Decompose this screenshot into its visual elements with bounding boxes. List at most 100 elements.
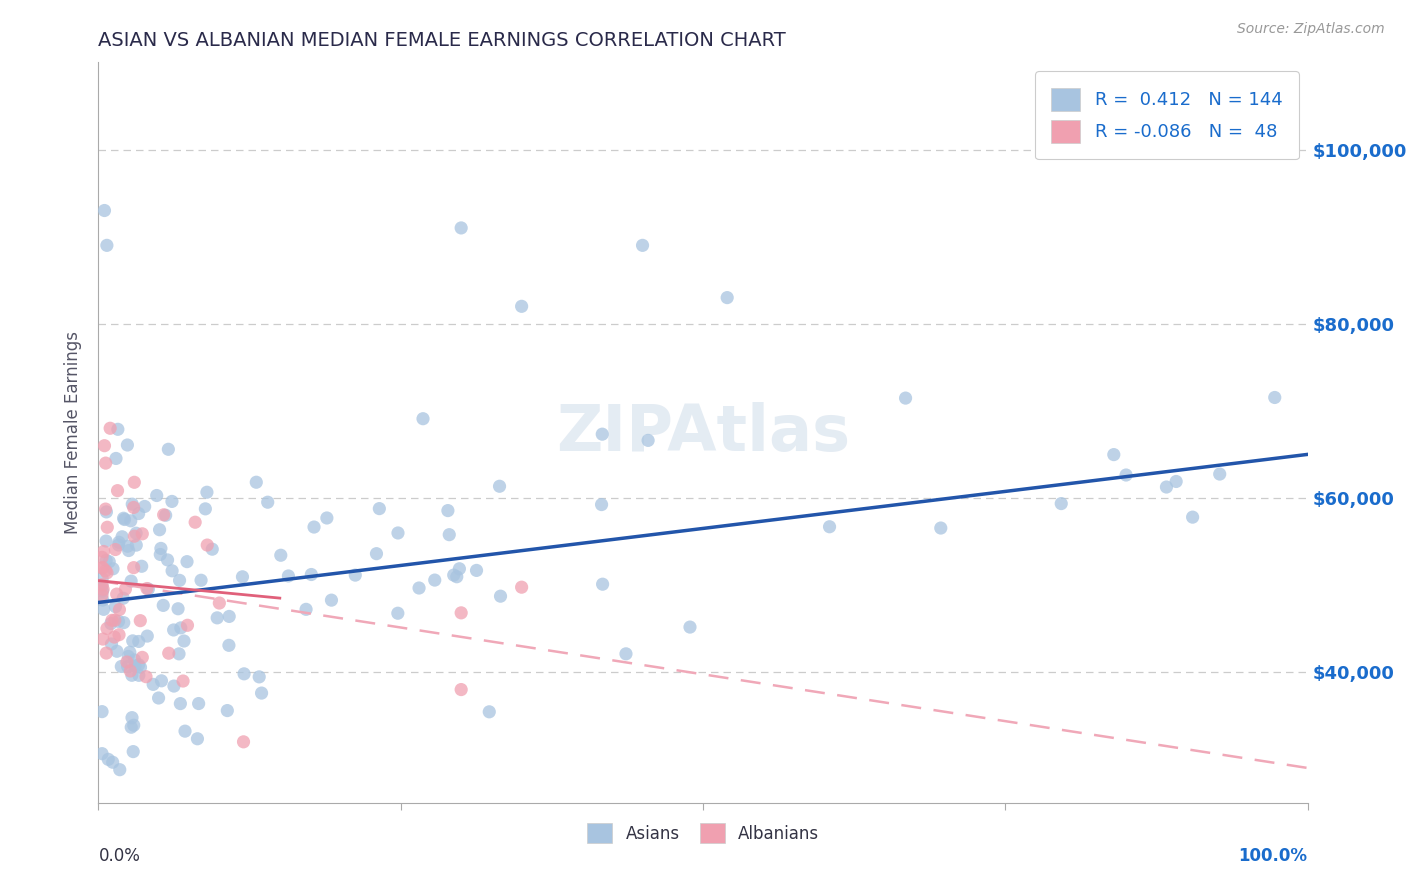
Point — [218, 638, 240, 652]
Point — [122, 718, 145, 732]
Point — [91, 747, 114, 761]
Point — [131, 650, 153, 665]
Point — [121, 497, 143, 511]
Point — [170, 621, 193, 635]
Point — [91, 705, 114, 719]
Point — [115, 655, 138, 669]
Point — [96, 622, 118, 636]
Point — [145, 489, 167, 503]
Point — [108, 602, 131, 616]
Point — [117, 539, 139, 553]
Text: 100.0%: 100.0% — [1239, 847, 1308, 865]
Point — [101, 613, 124, 627]
Point — [510, 580, 533, 594]
Point — [91, 579, 114, 593]
Point — [93, 602, 115, 616]
Point — [94, 534, 117, 549]
Point — [1264, 391, 1286, 405]
Point — [232, 735, 254, 749]
Point — [167, 601, 190, 615]
Point — [93, 544, 115, 558]
Point — [160, 564, 183, 578]
Point — [155, 508, 177, 523]
Point — [120, 574, 142, 588]
Point — [270, 548, 292, 562]
Point — [894, 391, 917, 405]
Y-axis label: Median Female Earnings: Median Female Earnings — [65, 331, 83, 534]
Point — [114, 582, 136, 596]
Point — [101, 562, 124, 576]
Point — [96, 505, 118, 519]
Point — [167, 647, 190, 661]
Point — [245, 475, 267, 490]
Point — [172, 673, 194, 688]
Point — [136, 582, 159, 596]
Point — [107, 538, 129, 552]
Point — [465, 563, 488, 577]
Point — [231, 570, 253, 584]
Point — [679, 620, 702, 634]
Point — [100, 637, 122, 651]
Point — [450, 682, 472, 697]
Point — [1102, 448, 1125, 462]
Point — [152, 599, 174, 613]
Point — [344, 568, 367, 582]
Point — [423, 573, 446, 587]
Point — [152, 508, 174, 522]
Point — [124, 529, 146, 543]
Point — [101, 756, 124, 770]
Point — [128, 507, 150, 521]
Point — [195, 538, 218, 552]
Point — [295, 602, 318, 616]
Point — [194, 501, 217, 516]
Point — [118, 543, 141, 558]
Point — [120, 664, 142, 678]
Text: ZIPAtlas: ZIPAtlas — [555, 401, 851, 464]
Point — [108, 535, 131, 549]
Point — [94, 564, 117, 578]
Point — [96, 520, 118, 534]
Point — [107, 483, 129, 498]
Point — [91, 550, 114, 565]
Point — [125, 526, 148, 541]
Point — [124, 475, 146, 490]
Point — [94, 456, 117, 470]
Point — [387, 606, 409, 620]
Point — [128, 668, 150, 682]
Point — [591, 498, 613, 512]
Point — [122, 500, 145, 515]
Point — [121, 711, 143, 725]
Point — [108, 628, 131, 642]
Point — [186, 731, 208, 746]
Point — [135, 670, 157, 684]
Point — [412, 411, 434, 425]
Point — [368, 501, 391, 516]
Point — [91, 561, 114, 575]
Point — [176, 618, 198, 632]
Point — [134, 500, 156, 514]
Point — [91, 588, 114, 602]
Point — [250, 686, 273, 700]
Point — [98, 555, 121, 569]
Point — [120, 720, 142, 734]
Point — [100, 616, 122, 631]
Point — [184, 515, 207, 529]
Point — [1181, 510, 1204, 524]
Point — [446, 570, 468, 584]
Point — [489, 589, 512, 603]
Point — [148, 691, 170, 706]
Point — [98, 421, 121, 435]
Point — [129, 660, 152, 674]
Text: 0.0%: 0.0% — [98, 847, 141, 865]
Point — [96, 553, 118, 567]
Point — [150, 673, 173, 688]
Point — [315, 511, 337, 525]
Point — [110, 659, 132, 673]
Point — [478, 705, 501, 719]
Point — [114, 512, 136, 526]
Point — [129, 614, 152, 628]
Point — [124, 653, 146, 667]
Point — [299, 567, 322, 582]
Point — [93, 439, 115, 453]
Point — [112, 591, 135, 606]
